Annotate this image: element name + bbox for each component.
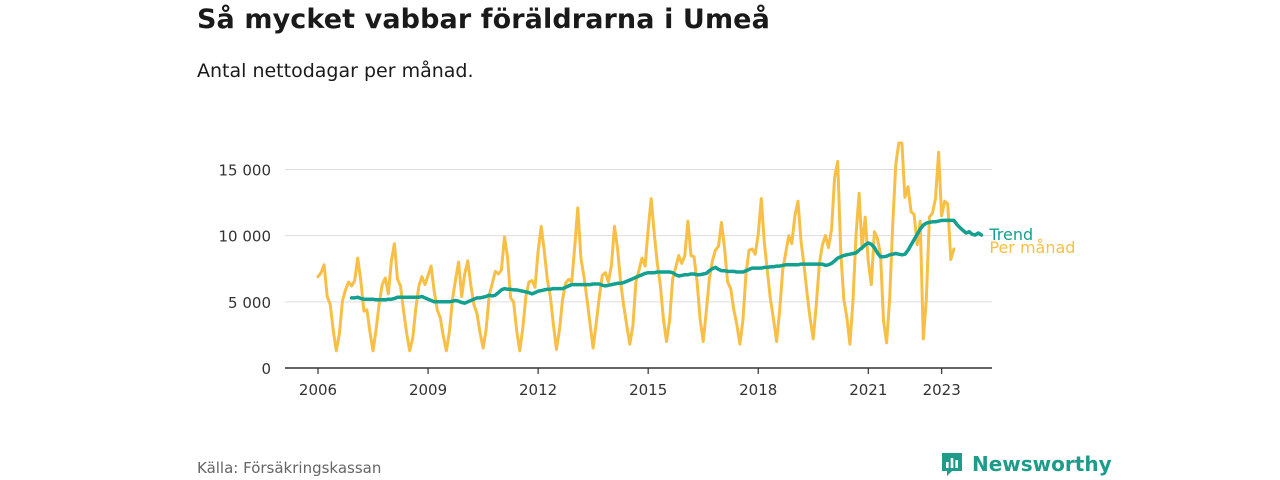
x-tick-label: 2015	[629, 381, 667, 399]
trend-series-line	[349, 218, 984, 305]
chart-subtitle: Antal nettodagar per månad.	[197, 60, 474, 82]
y-tick-label: 5 000	[228, 294, 271, 312]
brand-name: Newsworthy	[972, 452, 1112, 476]
y-tick-label: 10 000	[219, 228, 272, 246]
x-tick-label: 2021	[849, 381, 887, 399]
monthly-series-line	[316, 141, 956, 353]
series-lines	[316, 141, 984, 353]
x-axis-ticks: 2006 2009 2012 2015 2018 2021 2023	[299, 368, 961, 399]
trend-series-label: Trend	[988, 225, 1033, 244]
x-tick-label: 2012	[519, 381, 557, 399]
y-tick-label: 0	[261, 360, 271, 378]
y-tick-label: 15 000	[219, 161, 272, 179]
chart-title: Så mycket vabbar föräldrarna i Umeå	[197, 4, 770, 35]
newsworthy-logo[interactable]: Newsworthy	[940, 451, 1112, 477]
monthly-series-label: Per månad	[989, 238, 1075, 257]
x-tick-label: 2006	[299, 381, 337, 399]
x-tick-label: 2023	[923, 381, 961, 399]
source-note: Källa: Försäkringskassan	[197, 459, 382, 477]
x-tick-label: 2009	[409, 381, 447, 399]
x-tick-label: 2018	[739, 381, 777, 399]
newsworthy-logo-icon	[942, 453, 962, 476]
y-axis-ticks: 0 5 000 10 000 15 000	[219, 161, 272, 378]
